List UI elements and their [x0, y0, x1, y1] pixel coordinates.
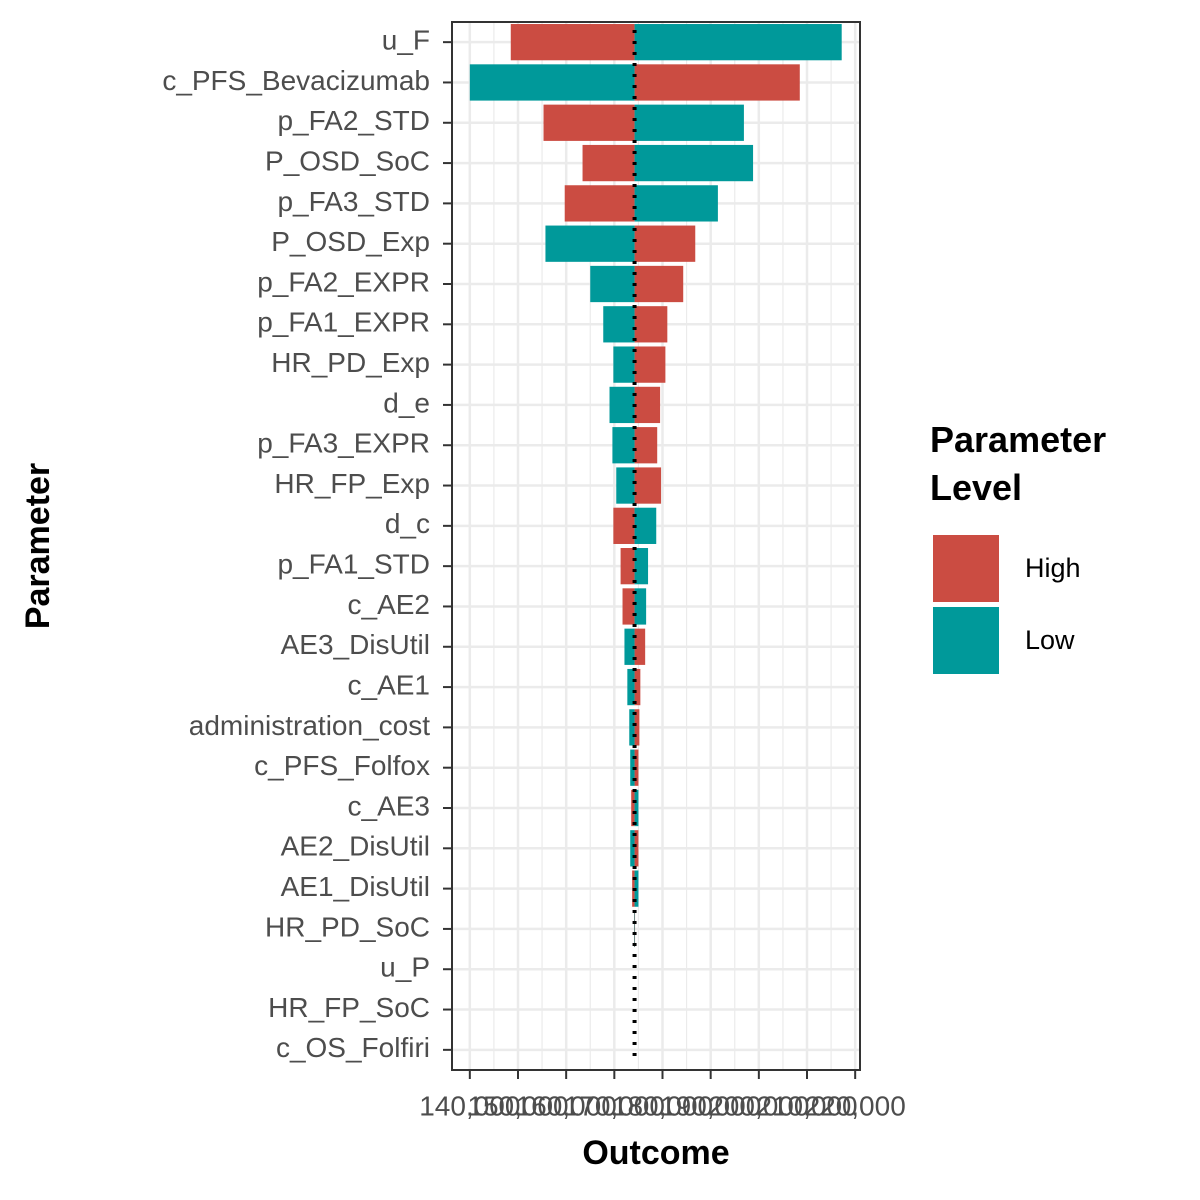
bar [634, 628, 646, 665]
bar [609, 386, 635, 424]
legend-title: Parameter Level [930, 419, 1116, 508]
bar [510, 24, 635, 61]
bar [545, 225, 635, 262]
x-tick-label: 180,000 [612, 1090, 713, 1121]
y-tick-label: c_AE3 [348, 790, 431, 821]
bar [634, 306, 668, 343]
y-tick-label: u_P [380, 952, 430, 983]
bar [634, 104, 744, 141]
y-tick-label: administration_cost [189, 710, 430, 741]
bar [612, 427, 635, 464]
y-tick-label: P_OSD_Exp [271, 226, 430, 257]
bar [634, 185, 718, 222]
bar [469, 64, 635, 101]
bar [616, 467, 635, 504]
bars [469, 24, 842, 948]
bar [634, 144, 754, 182]
bar [582, 144, 635, 182]
x-tick-label: 160,000 [516, 1090, 617, 1121]
y-tick-label: u_F [382, 25, 430, 56]
bar [634, 789, 639, 827]
bar [634, 467, 662, 504]
x-tick-label: 150,000 [467, 1090, 568, 1121]
y-tick-label: P_OSD_SoC [265, 145, 430, 176]
y-tick-label: AE1_DisUtil [281, 871, 430, 902]
panel-border [451, 21, 861, 1071]
y-tick-label: AE3_DisUtil [281, 629, 430, 660]
bar [630, 749, 635, 786]
bar [543, 104, 635, 141]
bar [634, 588, 647, 625]
bar [627, 668, 635, 706]
y-tick-label: p_FA1_STD [277, 549, 430, 580]
y-tick-label: HR_PD_Exp [271, 347, 430, 378]
grid: 140,000150,000160,000170,000180,000190,0… [162, 22, 906, 1121]
bar [631, 789, 635, 827]
x-tick-label: 200,000 [708, 1090, 809, 1121]
y-tick-label: p_FA1_EXPR [257, 307, 430, 338]
bar [634, 265, 684, 303]
x-tick-label: 170,000 [564, 1090, 665, 1121]
legend-label: High [1025, 553, 1081, 583]
bar [634, 548, 649, 585]
y-axis-title: Parameter [19, 463, 57, 629]
legend-key [933, 607, 999, 674]
x-tick-label: 210,000 [756, 1090, 857, 1121]
y-tick-label: c_PFS_Bevacizumab [162, 65, 430, 96]
bar [622, 588, 635, 625]
y-tick-label: c_OS_Folfiri [276, 1032, 430, 1063]
y-tick-label: p_FA3_STD [277, 186, 430, 217]
bar [590, 265, 635, 303]
overlay: Parameter Level High Low [451, 21, 1116, 1071]
legend-label: Low [1025, 625, 1075, 655]
bar [603, 306, 635, 343]
y-tick-label: AE2_DisUtil [281, 831, 430, 862]
x-tick-label: 220,000 [805, 1090, 906, 1121]
y-tick-label: p_FA3_EXPR [257, 428, 430, 459]
x-axis-title: Outcome [582, 1134, 729, 1172]
y-tick-label: HR_FP_SoC [268, 992, 430, 1023]
bar [564, 185, 635, 222]
legend-key [933, 535, 999, 602]
bar [634, 346, 666, 383]
bar [624, 628, 635, 665]
bar [634, 709, 640, 746]
y-tick-label: p_FA2_EXPR [257, 266, 430, 297]
bar [629, 709, 635, 746]
bar [634, 830, 639, 867]
bar [634, 64, 800, 101]
bar [634, 427, 658, 464]
y-tick-label: c_PFS_Folfox [254, 750, 430, 781]
x-tick-label: 190,000 [660, 1090, 761, 1121]
y-tick-label: c_AE2 [348, 589, 431, 620]
bar [634, 668, 641, 706]
y-tick-label: c_AE1 [348, 669, 431, 700]
y-tick-label: HR_PD_SoC [265, 911, 430, 942]
y-tick-label: p_FA2_STD [277, 105, 430, 136]
y-tick-label: d_e [383, 387, 430, 418]
bar [634, 507, 657, 544]
bar [613, 507, 635, 544]
bar [634, 225, 696, 262]
bar [634, 386, 661, 424]
bar [634, 24, 842, 61]
bar [630, 830, 635, 867]
x-tick-label: 140,000 [419, 1090, 520, 1121]
bar [613, 346, 635, 383]
y-tick-label: HR_FP_Exp [274, 468, 430, 499]
y-tick-label: d_c [385, 508, 430, 539]
bar [620, 548, 635, 585]
